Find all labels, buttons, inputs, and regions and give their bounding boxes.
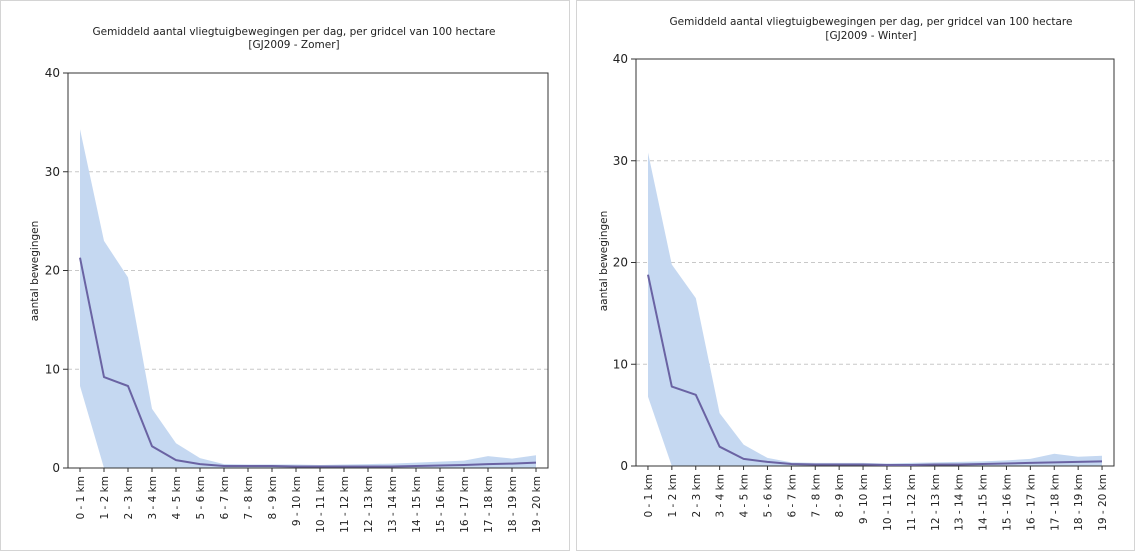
y-axis-label: aantal bewegingen [29, 221, 41, 322]
x-tick-label: 18 - 19 km [1073, 474, 1085, 531]
x-tick-label: 13 - 14 km [387, 476, 399, 533]
x-tick-label: 19 - 20 km [531, 476, 543, 533]
y-tick-label: 30 [613, 154, 628, 168]
x-tick-label: 14 - 15 km [978, 474, 990, 531]
x-tick-label: 16 - 17 km [459, 476, 471, 533]
x-tick-label: 9 - 10 km [858, 474, 870, 524]
series-line [647, 274, 1103, 466]
x-tick-label: 6 - 7 km [786, 474, 798, 517]
x-tick-label: 12 - 13 km [363, 476, 375, 533]
x-tick-label: 15 - 16 km [435, 476, 447, 533]
x-tick-label: 16 - 17 km [1025, 474, 1037, 531]
x-tick-label: 2 - 3 km [123, 476, 135, 519]
y-tick-label: 10 [613, 357, 628, 371]
x-tick-label: 0 - 1 km [75, 476, 87, 519]
x-tick-label: 10 - 11 km [315, 476, 327, 533]
x-tick-label: 6 - 7 km [219, 476, 231, 519]
x-tick-label: 8 - 9 km [834, 474, 846, 517]
y-tick-label: 40 [613, 52, 628, 66]
y-tick-label: 20 [613, 256, 628, 270]
y-tick-label: 0 [620, 459, 628, 473]
y-tick-label: 10 [45, 362, 60, 376]
x-tick-label: 11 - 12 km [906, 474, 918, 531]
chart-subtitle: [GJ2009 - Zomer] [248, 39, 339, 51]
y-tick-label: 0 [52, 461, 60, 475]
x-tick-label: 1 - 2 km [667, 474, 679, 517]
x-tick-label: 4 - 5 km [171, 476, 183, 519]
x-tick-label: 1 - 2 km [99, 476, 111, 519]
x-tick-label: 11 - 12 km [339, 476, 351, 533]
chart-subtitle: [GJ2009 - Winter] [825, 30, 916, 42]
y-tick-label: 20 [45, 264, 60, 278]
x-tick-label: 18 - 19 km [507, 476, 519, 533]
series-line [79, 257, 537, 468]
x-tick-label: 15 - 16 km [1001, 474, 1013, 531]
x-tick-label: 17 - 18 km [1049, 474, 1061, 531]
x-tick-label: 0 - 1 km [643, 474, 655, 517]
x-tick-label: 4 - 5 km [739, 474, 751, 517]
x-tick-label: 13 - 14 km [954, 474, 966, 531]
x-tick-label: 8 - 9 km [267, 476, 279, 519]
y-axis-label: aantal bewegingen [598, 211, 610, 312]
x-tick-label: 14 - 15 km [411, 476, 423, 533]
chart-panel-winter: Gemiddeld aantal vliegtuigbewegingen per… [576, 0, 1135, 551]
x-tick-label: 9 - 10 km [291, 476, 303, 526]
chart-panel-zomer: Gemiddeld aantal vliegtuigbewegingen per… [0, 0, 570, 551]
range-band [80, 129, 536, 469]
x-tick-label: 19 - 20 km [1097, 474, 1109, 531]
x-tick-label: 3 - 4 km [147, 476, 159, 519]
x-tick-label: 3 - 4 km [715, 474, 727, 517]
x-tick-label: 5 - 6 km [195, 476, 207, 519]
y-tick-label: 40 [45, 66, 60, 80]
chart-title: Gemiddeld aantal vliegtuigbewegingen per… [93, 26, 496, 38]
x-tick-label: 7 - 8 km [243, 476, 255, 519]
x-tick-label: 5 - 6 km [762, 474, 774, 517]
y-tick-label: 30 [45, 165, 60, 179]
x-tick-label: 7 - 8 km [810, 474, 822, 517]
chart-title: Gemiddeld aantal vliegtuigbewegingen per… [670, 16, 1073, 28]
x-tick-label: 10 - 11 km [882, 474, 894, 531]
x-tick-label: 12 - 13 km [930, 474, 942, 531]
x-tick-label: 2 - 3 km [691, 474, 703, 517]
x-tick-label: 17 - 18 km [483, 476, 495, 533]
chart-winter: Gemiddeld aantal vliegtuigbewegingen per… [598, 16, 1115, 531]
chart-zomer: Gemiddeld aantal vliegtuigbewegingen per… [29, 26, 549, 533]
range-band [648, 152, 1102, 466]
